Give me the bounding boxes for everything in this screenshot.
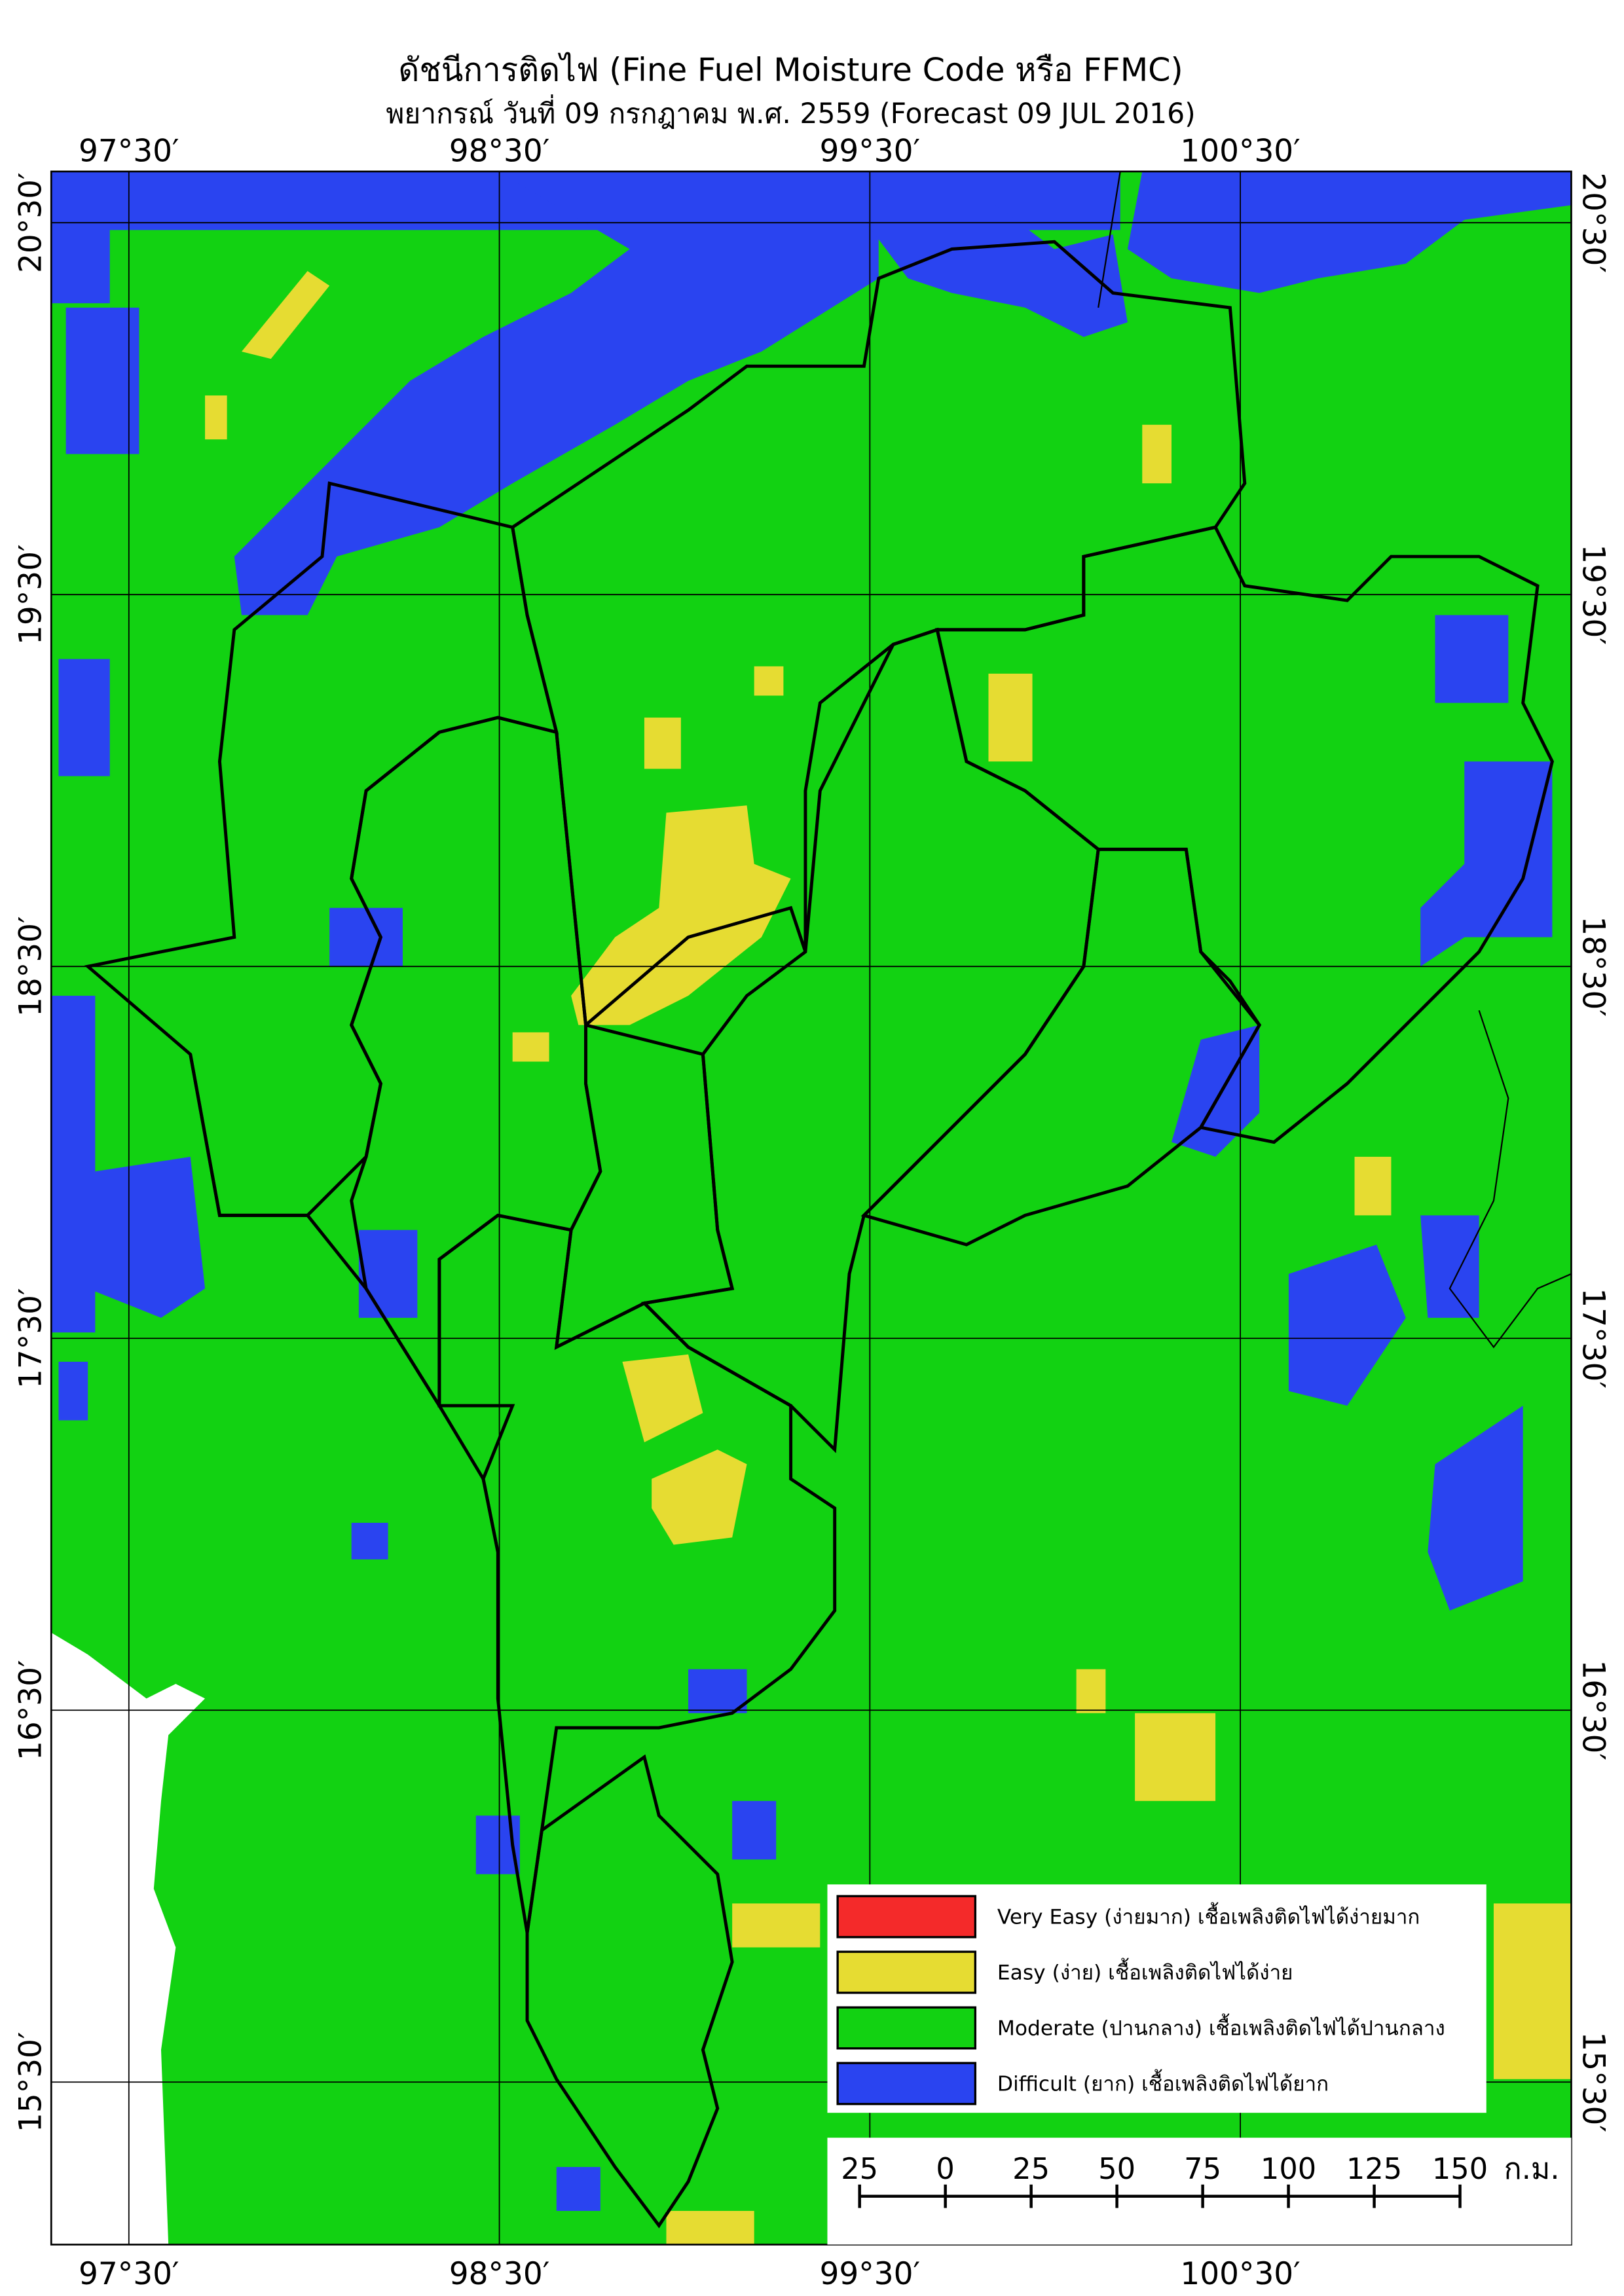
raster-difficult bbox=[51, 171, 1572, 2212]
lon-label-bottom: 99°30′ bbox=[820, 2256, 921, 2292]
lat-label-right: 15°30′ bbox=[1575, 2032, 1611, 2132]
scale-label: 150 bbox=[1432, 2151, 1488, 2186]
lon-label-top: 99°30′ bbox=[820, 133, 921, 169]
lat-label-left: 18°30′ bbox=[13, 916, 49, 1017]
lon-label-bottom: 97°30′ bbox=[79, 2256, 179, 2292]
map-frame bbox=[50, 170, 1572, 2246]
scale-label: 50 bbox=[1098, 2151, 1135, 2186]
lat-label-left: 19°30′ bbox=[13, 544, 49, 645]
lat-label-right: 17°30′ bbox=[1575, 1288, 1611, 1389]
lon-label-top: 98°30′ bbox=[449, 133, 550, 169]
lat-label-right: 18°30′ bbox=[1575, 916, 1611, 1017]
legend: Very Easy (ง่ายมาก) เชื้อเพลิงติดไฟได้ง่… bbox=[827, 1884, 1486, 2113]
lon-label-bottom: 98°30′ bbox=[449, 2256, 550, 2292]
province-boundaries bbox=[84, 240, 1555, 2229]
legend-swatch bbox=[836, 2006, 977, 2050]
scale-unit: ก.ม. bbox=[1504, 2151, 1560, 2186]
scale-box bbox=[827, 2138, 1572, 2245]
lat-label-left: 17°30′ bbox=[13, 1288, 49, 1389]
lat-label-left: 15°30′ bbox=[13, 2032, 49, 2132]
scale-label: 100 bbox=[1261, 2151, 1316, 2186]
legend-swatch bbox=[836, 1895, 977, 1939]
scale-label: 25 bbox=[841, 2151, 878, 2186]
lat-label-left: 20°30′ bbox=[13, 172, 49, 273]
map-area bbox=[50, 170, 1572, 2246]
legend-label: Easy (ง่าย) เชื้อเพลิงติดไฟได้ง่าย bbox=[997, 1958, 1293, 1985]
legend-label: Moderate (ปานกลาง) เชื้อเพลิงติดไฟได้ปาน… bbox=[997, 2013, 1445, 2041]
scale-label: 0 bbox=[936, 2151, 954, 2186]
legend-label: Difficult (ยาก) เชื้อเพลิงติดไฟได้ยาก bbox=[997, 2069, 1329, 2096]
legend-swatch bbox=[836, 2062, 977, 2105]
lat-label-right: 20°30′ bbox=[1575, 172, 1611, 273]
legend-swatch bbox=[836, 1950, 977, 1994]
subtitle: พยากรณ์ วันที่ 09 กรกฎาคม พ.ศ. 2559 (For… bbox=[386, 94, 1195, 130]
lat-label-right: 16°30′ bbox=[1575, 1660, 1611, 1760]
raster-easy bbox=[205, 270, 1572, 2245]
neighbor-boundaries bbox=[1098, 171, 1572, 1349]
lon-label-bottom: 100°30′ bbox=[1180, 2256, 1301, 2292]
scale-label: 25 bbox=[1012, 2151, 1050, 2186]
lon-label-top: 100°30′ bbox=[1180, 133, 1301, 169]
lat-label-left: 16°30′ bbox=[13, 1660, 49, 1760]
lat-label-right: 19°30′ bbox=[1575, 544, 1611, 645]
scale-label: 125 bbox=[1346, 2151, 1402, 2186]
legend-label: Very Easy (ง่ายมาก) เชื้อเพลิงติดไฟได้ง่… bbox=[997, 1902, 1420, 1929]
scale-bar: 25 0 25 50 75 100 125 150 ก.ม. bbox=[827, 2138, 1572, 2245]
scale-label: 75 bbox=[1184, 2151, 1221, 2186]
lon-label-top: 97°30′ bbox=[79, 133, 179, 169]
sea bbox=[51, 1632, 206, 2245]
title: ดัชนีการติดไฟ (Fine Fuel Moisture Code ห… bbox=[398, 50, 1183, 88]
